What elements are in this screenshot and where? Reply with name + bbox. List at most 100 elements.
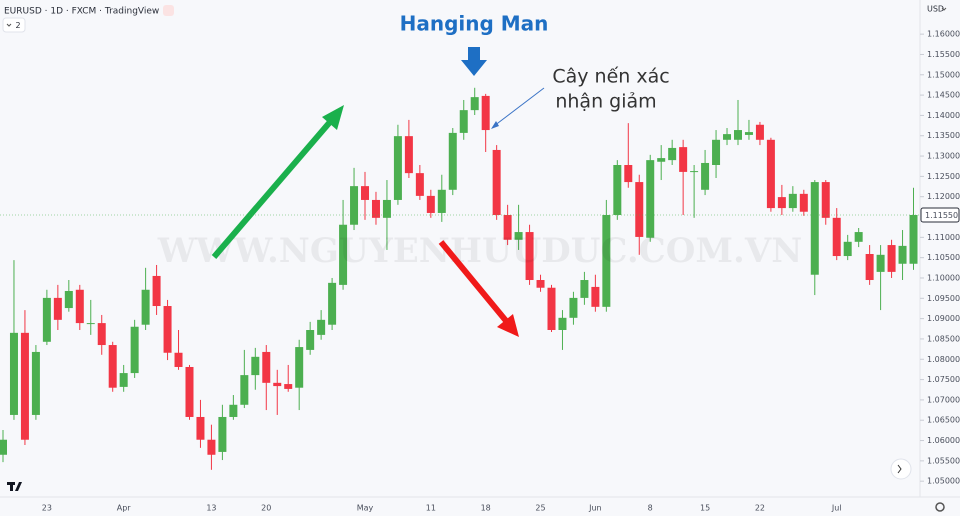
candle-body xyxy=(744,132,753,135)
candle-body xyxy=(9,332,18,415)
y-tick-label: 1.09000 xyxy=(927,314,960,323)
arrow-head xyxy=(497,314,519,337)
y-tick-label: 1.12500 xyxy=(927,172,960,181)
arrow-shaft xyxy=(468,47,480,61)
candle-body xyxy=(602,214,611,307)
candle-body xyxy=(854,232,863,242)
y-tick-label: 1.14500 xyxy=(927,91,960,100)
candle-body xyxy=(97,323,106,346)
y-tick-label: 1.08000 xyxy=(927,355,960,364)
candle-body xyxy=(86,323,95,325)
candle-body xyxy=(525,232,534,281)
candle-body xyxy=(712,139,721,165)
arrow-shaft xyxy=(211,120,333,259)
y-tick-label: 1.06000 xyxy=(927,436,960,445)
gear[interactable] xyxy=(935,502,945,512)
y-tick-label: 1.15000 xyxy=(927,70,960,79)
candle-body xyxy=(580,280,589,298)
candle-body xyxy=(306,330,315,350)
candle-body xyxy=(788,193,797,209)
candle-body xyxy=(251,356,260,376)
x-tick-label: Jun xyxy=(588,504,602,513)
y-tick-label: 1.16000 xyxy=(927,30,960,39)
candle-body xyxy=(361,186,370,200)
pointer-line xyxy=(493,87,545,127)
candle-body xyxy=(755,124,764,140)
candle-body xyxy=(174,352,183,367)
candle-body xyxy=(690,171,699,173)
candle-body xyxy=(207,439,216,455)
indicator-count: 2 xyxy=(15,21,20,30)
scroll-button[interactable] xyxy=(890,458,912,480)
x-tick-label: 11 xyxy=(426,504,436,513)
pointer-head xyxy=(491,121,499,129)
candle-body xyxy=(777,197,786,209)
candle-body xyxy=(295,347,304,388)
symbol-line: EURUSD · 1D · FXCM · TradingView xyxy=(4,7,159,17)
logo-part xyxy=(15,482,22,491)
candle-body xyxy=(657,158,666,162)
x-tick-label: 20 xyxy=(261,504,271,513)
candle-body xyxy=(339,224,348,285)
y-tick-label: 1.09500 xyxy=(927,294,960,303)
candle-body xyxy=(108,345,117,388)
y-tick-label: 1.14000 xyxy=(927,111,960,120)
candle-body xyxy=(371,199,380,218)
chevrons xyxy=(897,464,902,474)
x-tick-label: 25 xyxy=(535,504,545,513)
candle-body xyxy=(591,286,600,307)
y-tick-label: 1.05500 xyxy=(927,456,960,465)
candle-body xyxy=(613,165,622,215)
candle-body xyxy=(887,245,896,272)
candle-body xyxy=(481,95,490,131)
chevron xyxy=(941,7,947,11)
candle-body xyxy=(130,326,139,374)
last-price-box xyxy=(920,207,960,223)
x-tick-label: May xyxy=(357,504,374,513)
y-tick-label: 1.05000 xyxy=(927,477,960,486)
candle-body xyxy=(733,130,742,140)
x-tick-label: 13 xyxy=(206,504,216,513)
candle-body xyxy=(119,373,128,387)
indicator-button[interactable] xyxy=(2,17,26,33)
y-tick-label: 1.10500 xyxy=(927,253,960,262)
x-tick-label: 22 xyxy=(755,504,765,513)
y-tick-label: 1.07000 xyxy=(927,395,960,404)
candle-body xyxy=(536,280,545,288)
indicator-toggle[interactable]: 2 xyxy=(2,17,26,33)
candle-body xyxy=(284,384,293,389)
candle-body xyxy=(843,241,852,257)
x-tick-label: Jul xyxy=(831,504,842,513)
x-tick-label: 15 xyxy=(700,504,710,513)
candle-body xyxy=(558,317,567,330)
candle-body xyxy=(350,186,359,225)
candle-body xyxy=(459,110,468,133)
arrow-head xyxy=(461,60,487,76)
candle-body xyxy=(679,147,688,172)
annotation-note: nhận giảm xyxy=(555,91,656,113)
x-tick-label: 18 xyxy=(481,504,491,513)
y-tick-label: 1.13500 xyxy=(927,131,960,140)
x-tick-label: 23 xyxy=(42,504,52,513)
candle-body xyxy=(404,136,413,174)
x-tick-label: Apr xyxy=(117,504,132,513)
candle-body xyxy=(492,149,501,215)
candle-body xyxy=(448,132,457,190)
settings-button[interactable] xyxy=(935,502,945,512)
currency-label[interactable]: USD xyxy=(927,5,944,14)
annotation-note: Cây nến xác xyxy=(552,66,669,88)
candle-body xyxy=(317,319,326,335)
chevron xyxy=(6,23,12,27)
y-tick-label: 1.07500 xyxy=(927,375,960,384)
candle-body xyxy=(185,366,194,417)
downtrend-arrow xyxy=(438,240,519,337)
candle-body xyxy=(723,134,732,140)
candle-body xyxy=(470,97,479,111)
candle-body xyxy=(668,147,677,161)
status-icon xyxy=(163,5,174,16)
note-pointer xyxy=(491,87,545,129)
candle-body xyxy=(240,375,249,405)
candle-body xyxy=(865,254,874,281)
y-tick-label: 1.15500 xyxy=(927,50,960,59)
